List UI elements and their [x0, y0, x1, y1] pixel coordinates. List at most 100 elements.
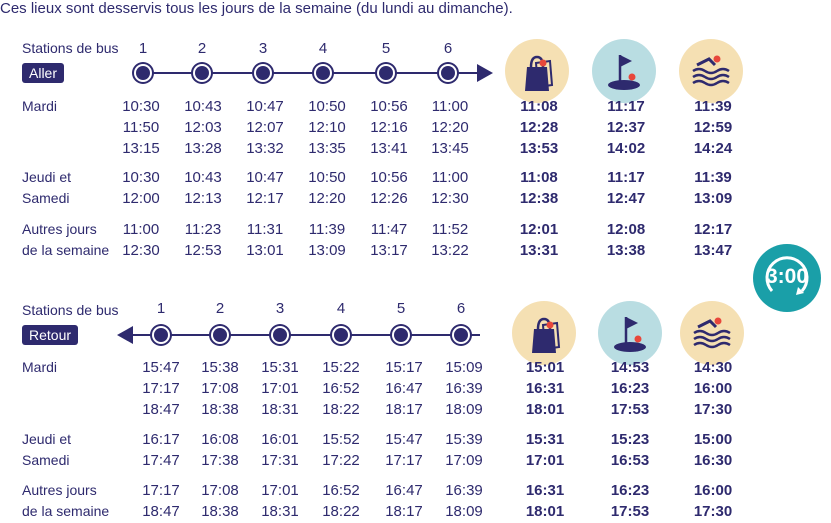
time-cell: 16:23: [610, 380, 650, 397]
station-number: 6: [456, 300, 466, 317]
time-cell: 13:01: [246, 242, 284, 259]
time-cell: 18:17: [385, 503, 423, 520]
time-cell: 12:30: [122, 242, 160, 259]
day-group-label: Samedi: [22, 452, 70, 468]
time-cell: 11:08: [520, 169, 558, 186]
time-cell: 13:38: [606, 242, 646, 259]
station-number: 3: [258, 40, 268, 57]
time-cell: 12:59: [693, 119, 733, 136]
time-cell: 11:23: [184, 221, 222, 238]
day-group-label: de la semaine: [22, 503, 110, 519]
time-cell: 11:50: [122, 119, 160, 136]
time-cell: 18:47: [142, 503, 180, 520]
time-cell: 12:37: [606, 119, 646, 136]
bus-stop-marker: [441, 66, 455, 80]
day-group-label: Mardi: [22, 98, 58, 114]
bus-stop-marker: [379, 66, 393, 80]
time-cell: 17:38: [201, 452, 239, 469]
time-cell: 18:47: [142, 401, 180, 418]
shopping-bag-icon: [512, 301, 576, 365]
time-cell: 17:53: [610, 503, 650, 520]
time-cell: 11:00: [122, 221, 160, 238]
bus-stop-marker: [334, 328, 348, 342]
shopping-bag-icon: [505, 39, 569, 103]
time-cell: 13:17: [370, 242, 408, 259]
time-cell: 12:10: [308, 119, 346, 136]
time-cell: 16:39: [445, 380, 483, 397]
time-cell: 17:01: [261, 482, 299, 499]
time-cell: 16:52: [322, 380, 360, 397]
time-cell: 17:08: [201, 482, 239, 499]
time-cell: 11:39: [694, 98, 732, 115]
time-cell: 12:30: [431, 190, 469, 207]
station-number: 2: [197, 40, 207, 57]
time-cell: 14:30: [693, 359, 733, 376]
retour-stations-label: Stations de bus: [22, 302, 119, 318]
time-cell: 10:50: [308, 169, 346, 186]
time-cell: 12:17: [693, 221, 733, 238]
time-cell: 16:17: [142, 431, 180, 448]
time-cell: 14:24: [693, 140, 733, 157]
time-cell: 15:39: [445, 431, 483, 448]
station-number: 3: [275, 300, 285, 317]
time-cell: 16:39: [445, 482, 483, 499]
time-cell: 17:30: [693, 503, 733, 520]
time-cell: 16:01: [261, 431, 299, 448]
time-cell: 11:00: [431, 98, 469, 115]
time-cell: 17:01: [525, 452, 565, 469]
time-cell: 13:53: [519, 140, 559, 157]
duration-badge: 3:00: [752, 243, 822, 313]
bus-stop-marker: [256, 66, 270, 80]
station-number: 2: [215, 300, 225, 317]
time-cell: 17:30: [693, 401, 733, 418]
aller-direction-badge: Aller: [22, 63, 65, 83]
clock-arrow-icon: [753, 244, 821, 312]
intro-text: Ces lieux sont desservis tous les jours …: [0, 0, 513, 17]
time-cell: 11:39: [308, 221, 346, 238]
time-cell: 13:47: [693, 242, 733, 259]
time-cell: 16:08: [201, 431, 239, 448]
time-cell: 18:09: [445, 503, 483, 520]
time-cell: 10:56: [370, 169, 408, 186]
time-cell: 15:31: [261, 359, 299, 376]
time-cell: 18:38: [201, 401, 239, 418]
time-cell: 15:22: [322, 359, 360, 376]
time-cell: 13:22: [431, 242, 469, 259]
time-cell: 13:28: [184, 140, 222, 157]
day-group-label: Autres jours: [22, 221, 97, 237]
time-cell: 15:09: [445, 359, 483, 376]
time-cell: 15:38: [201, 359, 239, 376]
day-group-label: Mardi: [22, 359, 58, 375]
time-cell: 13:09: [308, 242, 346, 259]
time-cell: 15:23: [610, 431, 650, 448]
bus-stop-marker: [136, 66, 150, 80]
time-cell: 12:17: [246, 190, 284, 207]
time-cell: 12:20: [308, 190, 346, 207]
time-cell: 14:02: [606, 140, 646, 157]
time-cell: 17:01: [261, 380, 299, 397]
time-cell: 15:52: [322, 431, 360, 448]
time-cell: 17:08: [201, 380, 239, 397]
time-cell: 16:53: [610, 452, 650, 469]
time-cell: 18:38: [201, 503, 239, 520]
time-cell: 15:00: [693, 431, 733, 448]
time-cell: 13:09: [693, 190, 733, 207]
time-cell: 16:47: [385, 482, 423, 499]
bus-stop-marker: [213, 328, 227, 342]
time-cell: 10:56: [370, 98, 408, 115]
time-cell: 17:17: [385, 452, 423, 469]
time-cell: 15:01: [525, 359, 565, 376]
time-cell: 17:47: [142, 452, 180, 469]
time-cell: 13:35: [308, 140, 346, 157]
retour-route-line: [130, 334, 480, 336]
time-cell: 18:22: [322, 503, 360, 520]
time-cell: 12:38: [519, 190, 559, 207]
bus-stop-marker: [154, 328, 168, 342]
time-cell: 17:17: [142, 380, 180, 397]
time-cell: 18:01: [525, 503, 565, 520]
day-group-label: de la semaine: [22, 242, 110, 258]
bus-stop-marker: [394, 328, 408, 342]
time-cell: 11:52: [431, 221, 469, 238]
time-cell: 10:30: [122, 169, 160, 186]
time-cell: 12:13: [184, 190, 222, 207]
